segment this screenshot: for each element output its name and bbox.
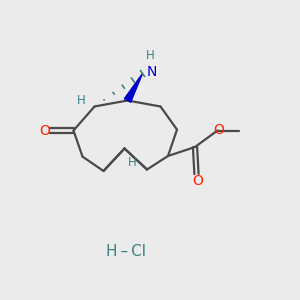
Text: O: O	[214, 123, 224, 136]
Text: H – Cl: H – Cl	[106, 244, 146, 260]
Text: N: N	[147, 65, 158, 79]
Polygon shape	[124, 74, 142, 102]
Text: H: H	[76, 94, 85, 107]
Text: O: O	[40, 124, 50, 137]
Text: H: H	[146, 49, 154, 62]
Text: O: O	[192, 174, 203, 188]
Text: H: H	[128, 155, 136, 169]
